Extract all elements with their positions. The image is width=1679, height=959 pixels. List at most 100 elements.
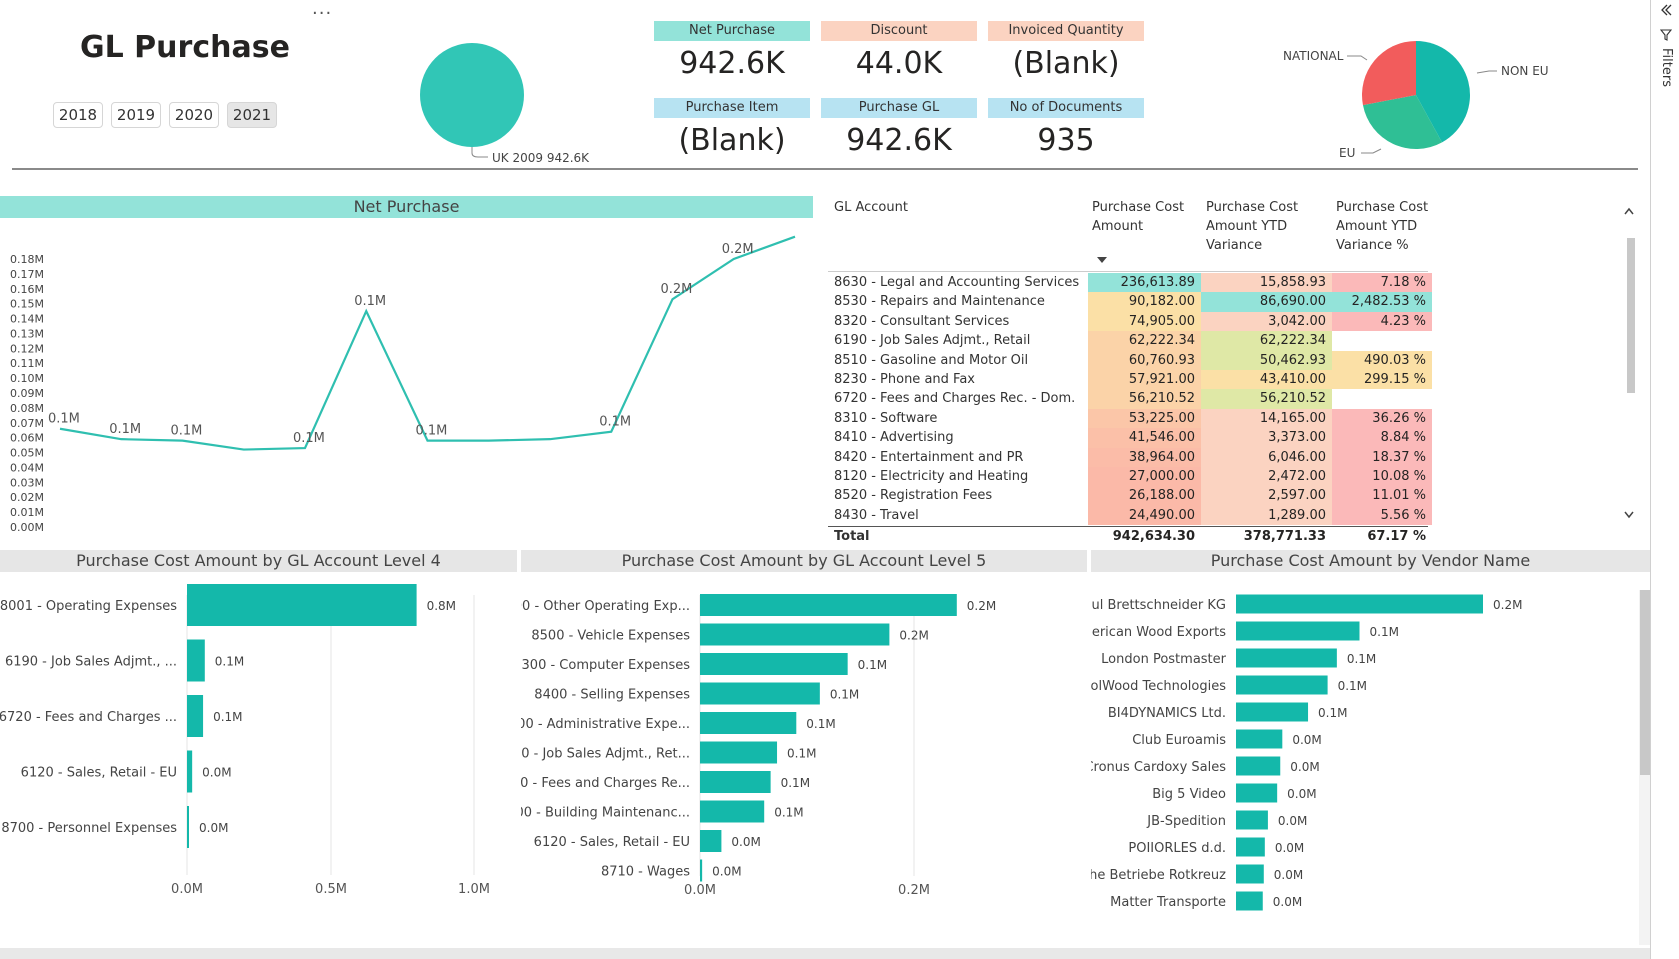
bar-value-label: 0.0M	[1278, 814, 1307, 828]
bar[interactable]	[1236, 810, 1268, 830]
value-cell: 18.37 %	[1332, 447, 1432, 467]
value-cell: 236,613.89	[1088, 273, 1201, 293]
pie-slice-national[interactable]	[1362, 41, 1416, 106]
year-slicer-2018[interactable]: 2018	[53, 102, 103, 128]
bar[interactable]	[700, 712, 797, 734]
bar[interactable]	[700, 594, 957, 616]
vendor-scroll-thumb[interactable]	[1640, 590, 1650, 775]
table-row[interactable]: 8410 - Advertising 41,546.00 3,373.00 8.84 …	[828, 428, 1432, 448]
vendor-chart-title: Purchase Cost Amount by Vendor Name	[1091, 550, 1650, 572]
table-row[interactable]: 8310 - Software 53,225.00 14,165.00 36.26 %	[828, 408, 1432, 429]
bar-category-label: Big 5 Video	[1152, 787, 1226, 802]
filters-pane-label[interactable]: Filters	[1659, 48, 1674, 87]
table-header-purchase-cost[interactable]: Purchase Cost Amount	[1092, 200, 1185, 234]
gl-account-cell: 8520 - Registration Fees	[834, 488, 993, 504]
bar[interactable]	[1236, 891, 1263, 911]
bar-value-label: 0.0M	[1274, 868, 1303, 882]
bar[interactable]	[187, 639, 205, 682]
table-row[interactable]: 6720 - Fees and Charges Rec. - Dom. 56,21…	[828, 389, 1432, 409]
kpi-label: Net Purchase	[654, 21, 810, 41]
year-slicer-2021[interactable]: 2021	[227, 102, 277, 128]
bar[interactable]	[700, 682, 820, 705]
vendor-bar-chart[interactable]: Paul Brettschneider KG 0.2M American Wood …	[1091, 580, 1650, 945]
bar[interactable]	[187, 806, 189, 848]
bar[interactable]	[700, 859, 703, 882]
bar[interactable]	[1236, 594, 1483, 614]
sort-desc-icon[interactable]	[1096, 256, 1108, 264]
pie-slice-non-eu[interactable]	[1416, 41, 1470, 143]
bar[interactable]	[1236, 864, 1264, 884]
value-cell: 7.18 %	[1332, 273, 1432, 293]
level5-bar-chart[interactable]: 0.0M 0.2M 8600 - Other Operating Exp... 0.2…	[521, 580, 1087, 945]
table-header-gl-account[interactable]: GL Account	[834, 200, 908, 215]
bar[interactable]	[700, 800, 765, 823]
bar-category-label: 6190 - Job Sales Adjmt., ...	[5, 655, 177, 670]
table-row[interactable]: 8420 - Entertainment and PR 38,964.00 6,04…	[828, 447, 1432, 467]
bar-category-label: 8700 - Personnel Expenses	[1, 821, 177, 836]
table-row[interactable]: 8320 - Consultant Services 74,905.00 3,042…	[828, 311, 1432, 332]
table-row[interactable]: 8520 - Registration Fees 26,188.00 2,597.0…	[828, 486, 1432, 506]
pie-slice-eu[interactable]	[1362, 95, 1443, 149]
value-cell: 10.08 %	[1332, 467, 1432, 487]
bar[interactable]	[700, 830, 722, 852]
bar-category-label: 8001 - Operating Expenses	[0, 599, 177, 614]
table-row[interactable]: 8630 - Legal and Accounting Services 236,…	[828, 273, 1432, 293]
bar[interactable]	[1236, 756, 1281, 776]
bar[interactable]	[1236, 675, 1328, 695]
more-options-icon[interactable]: ...	[312, 0, 333, 19]
value-cell: 6,046.00	[1201, 447, 1332, 467]
gl-account-cell: 6720 - Fees and Charges Rec. - Dom.	[834, 391, 1076, 407]
table-row[interactable]: 8530 - Repairs and Maintenance 90,182.00 8…	[828, 292, 1432, 312]
expand-filters-icon[interactable]	[1658, 2, 1674, 18]
bar-category-label: London Postmaster	[1101, 652, 1226, 667]
bar[interactable]	[700, 741, 778, 764]
uk-pie-slice[interactable]	[420, 43, 524, 147]
value-cell: 27,000.00	[1088, 467, 1201, 487]
scroll-down-icon[interactable]	[1624, 511, 1634, 519]
region-pie-chart[interactable]: NATIONAL NON EU EU	[1265, 35, 1565, 165]
table-header-ytd-variance-pct[interactable]: Purchase Cost Amount YTD Variance %	[1336, 200, 1429, 253]
table-row[interactable]: 8510 - Gasoline and Motor Oil 60,760.93 50…	[828, 350, 1432, 370]
bar[interactable]	[187, 584, 417, 626]
filters-pane-collapsed[interactable]	[1650, 0, 1679, 959]
uk-pie-label: UK 2009 942.6K	[492, 151, 590, 165]
bar-value-label: 0.1M	[806, 717, 835, 731]
table-row[interactable]: 8230 - Phone and Fax 57,921.00 43,410.00 29…	[828, 370, 1432, 390]
year-slicer-2020[interactable]: 2020	[169, 102, 219, 128]
bar-value-label: 0.2M	[1493, 598, 1522, 612]
bar[interactable]	[1236, 648, 1337, 668]
bar-value-label: 0.0M	[1290, 760, 1319, 774]
scroll-up-icon[interactable]	[1624, 207, 1634, 215]
year-slicer-2019[interactable]: 2019	[111, 102, 161, 128]
table-header-ytd-variance[interactable]: Purchase Cost Amount YTD Variance	[1206, 200, 1299, 253]
gl-account-cell: 6190 - Job Sales Adjmt., Retail	[834, 333, 1031, 349]
bar[interactable]	[1236, 729, 1283, 749]
level4-bar-chart[interactable]: 0.0M 0.5M 1.0M 8001 - Operating Expenses 0.8…	[0, 580, 517, 945]
bar[interactable]	[1236, 783, 1278, 803]
bar-category-label: American Wood Exports	[1091, 625, 1226, 640]
value-cell: 41,546.00	[1088, 428, 1201, 448]
table-scroll-thumb[interactable]	[1627, 238, 1635, 393]
table-row[interactable]: 8430 - Travel 24,490.00 1,289.00 5.56 %	[828, 505, 1432, 526]
total-cell: Total	[834, 529, 870, 545]
bar[interactable]	[700, 623, 890, 646]
bar[interactable]	[1236, 837, 1265, 857]
bar-category-label: POIIORLES d.d.	[1128, 841, 1226, 856]
y-tick-label: 0.06M	[10, 432, 44, 445]
net-purchase-series-line[interactable]	[59, 235, 796, 451]
bar[interactable]	[700, 653, 848, 675]
table-scrollbar[interactable]	[1622, 202, 1636, 524]
table-row[interactable]: 6190 - Job Sales Adjmt., Retail 62,222.34…	[828, 331, 1432, 351]
bar[interactable]	[1236, 621, 1360, 641]
uk-pie-chart[interactable]: UK 2009 942.6K	[410, 35, 600, 165]
value-cell: 53,225.00	[1088, 408, 1201, 429]
bar[interactable]	[1236, 702, 1309, 722]
bar[interactable]	[187, 750, 193, 793]
kpi-value: 942.6K	[679, 46, 785, 81]
y-tick-label: 0.16M	[10, 283, 44, 296]
filter-icon[interactable]	[1660, 28, 1672, 42]
bar[interactable]	[187, 695, 204, 737]
bar[interactable]	[700, 771, 771, 793]
table-row[interactable]: 8120 - Electricity and Heating 27,000.00 2…	[828, 467, 1432, 487]
